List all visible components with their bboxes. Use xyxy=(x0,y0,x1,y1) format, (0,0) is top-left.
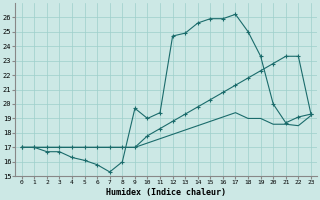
X-axis label: Humidex (Indice chaleur): Humidex (Indice chaleur) xyxy=(106,188,226,197)
